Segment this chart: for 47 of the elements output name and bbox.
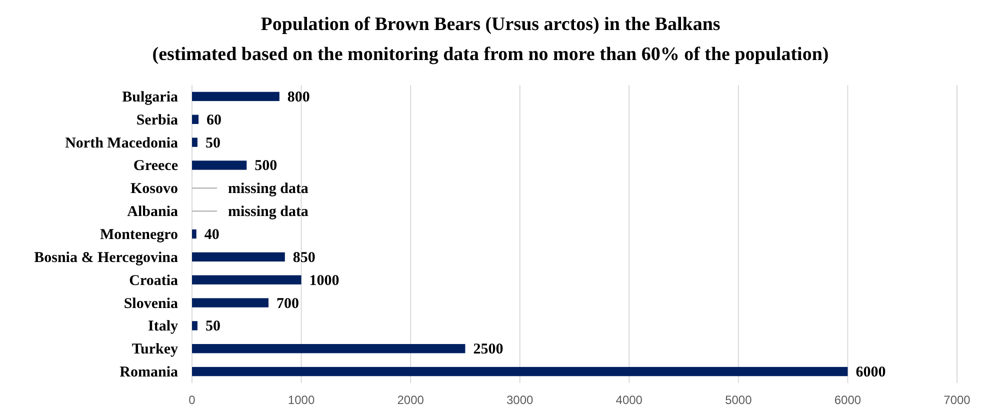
y-tick-label: Croatia bbox=[129, 272, 178, 289]
y-tick-label: Italy bbox=[148, 318, 178, 335]
data-label: 500 bbox=[254, 158, 278, 174]
data-label: 50 bbox=[205, 318, 220, 335]
bar bbox=[192, 114, 199, 124]
y-tick-label: Kosovo bbox=[130, 181, 178, 198]
bar bbox=[192, 366, 848, 376]
bar bbox=[192, 138, 198, 147]
bar bbox=[192, 275, 302, 284]
y-tick-label: Bosnia & Hercegovina bbox=[34, 250, 178, 266]
bar bbox=[192, 252, 285, 262]
data-label: 40 bbox=[204, 227, 220, 243]
x-tick-label: 1000 bbox=[288, 393, 315, 407]
data-label: 50 bbox=[205, 135, 220, 152]
y-tick-label: Montenegro bbox=[100, 227, 178, 243]
y-tick-label: North Macedonia bbox=[65, 135, 178, 152]
y-tick-label: Greece bbox=[133, 158, 178, 174]
bar bbox=[192, 344, 466, 354]
y-tick-label: Bulgaria bbox=[122, 89, 178, 106]
bar bbox=[192, 92, 280, 102]
x-tick-label: 3000 bbox=[506, 393, 534, 407]
data-label: 60 bbox=[206, 112, 222, 128]
data-label: 2500 bbox=[473, 342, 504, 358]
data-label: 1000 bbox=[309, 272, 340, 289]
x-tick-label: 0 bbox=[188, 393, 196, 407]
text: missing data bbox=[228, 204, 308, 220]
y-tick-label: Albania bbox=[127, 204, 178, 220]
x-tick-label: 2000 bbox=[397, 393, 424, 407]
data-label: 800 bbox=[287, 89, 310, 106]
bar bbox=[192, 229, 196, 239]
bar bbox=[192, 321, 198, 330]
y-tick-label: Turkey bbox=[132, 342, 178, 358]
y-tick-label: Romania bbox=[120, 364, 178, 381]
data-label: 850 bbox=[292, 250, 316, 266]
bar bbox=[192, 298, 268, 308]
data-label: 700 bbox=[276, 296, 299, 312]
chart-subtitle: (estimated based on the monitoring data from no more than 60% of the population) bbox=[152, 44, 829, 65]
data-label: 6000 bbox=[856, 364, 886, 381]
chart-title: Population of Brown Bears (Ursus arctos) in the Balkans bbox=[260, 14, 720, 35]
text: missing data bbox=[228, 181, 308, 198]
x-tick-label: 6000 bbox=[834, 393, 862, 407]
y-tick-label: Serbia bbox=[136, 112, 178, 128]
bar bbox=[192, 160, 247, 170]
y-tick-label: Slovenia bbox=[124, 296, 178, 312]
x-tick-label: 4000 bbox=[616, 393, 643, 407]
x-tick-label: 5000 bbox=[725, 393, 752, 407]
x-tick-label: 7000 bbox=[944, 393, 971, 407]
